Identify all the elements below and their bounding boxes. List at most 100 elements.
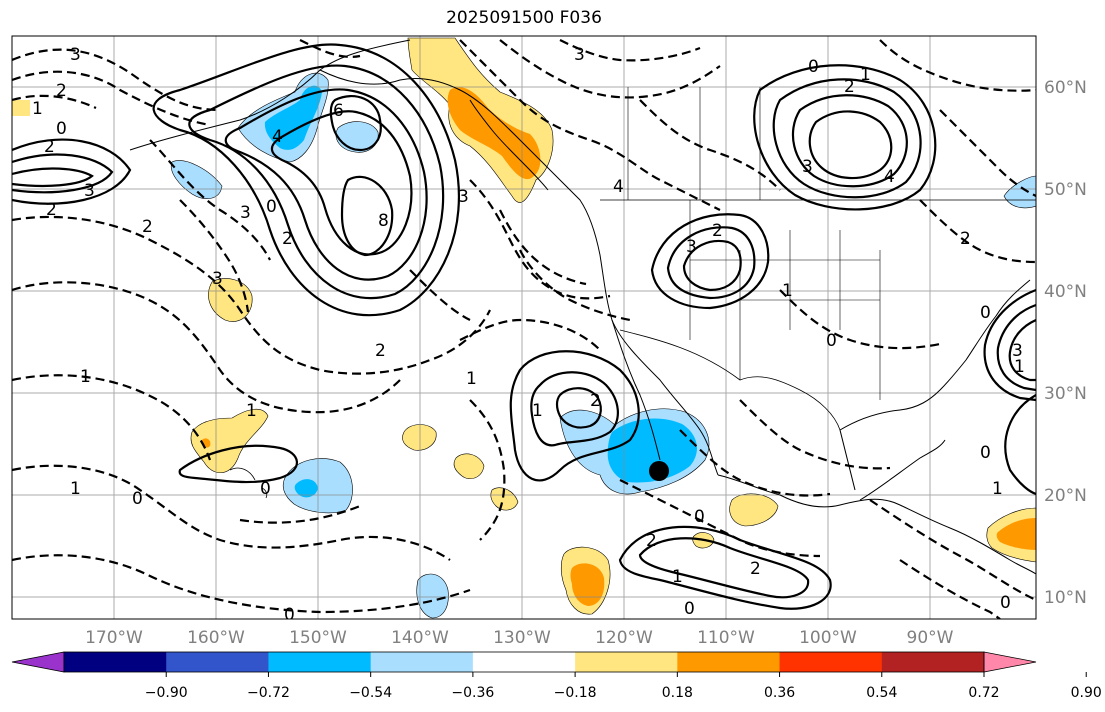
contour-label: 3: [802, 157, 813, 177]
lat-label-10n: 10°N: [1044, 588, 1087, 608]
shade-pos-hawaii: [190, 408, 269, 474]
contour-label: 0: [684, 599, 695, 619]
lat-label-20n: 20°N: [1044, 486, 1087, 506]
contour-labels: 3 2 3 2 1 0 2 3 4 6 8 3 2 3 4 2 1 0 2 3 …: [32, 45, 1025, 625]
colorbar-tick-label: −0.18: [554, 685, 597, 701]
shade-neg-mid-inner: [294, 479, 318, 498]
lon-label-90w: 90°W: [907, 628, 954, 648]
contour-label: 0: [826, 331, 837, 351]
contour-label: 2: [590, 391, 601, 411]
colorbar-tick-label: −0.90: [145, 685, 188, 701]
contour-label: 1: [80, 367, 91, 387]
contour-label: 4: [884, 167, 895, 187]
contour-label: 0: [132, 489, 143, 509]
contour-label: 2: [750, 559, 761, 579]
shade-pos-small-2: [453, 453, 485, 479]
contour-label: 0: [980, 443, 991, 463]
contour-label: 2: [46, 200, 57, 220]
colorbar-segment: [166, 652, 269, 672]
shade-pos-ca-inner: [996, 518, 1036, 550]
map-border: [11, 35, 1037, 620]
contour-label: 8: [378, 211, 389, 231]
contour-label: 3: [574, 45, 585, 65]
map-content: 3 2 3 2 1 0 2 3 4 6 8 3 2 3 4 2 1 0 2 3 …: [12, 36, 1036, 625]
colorbar-tick-label: −0.36: [451, 685, 494, 701]
gridlines: [12, 36, 1036, 619]
contour-label: 0: [284, 605, 295, 625]
colorbar-tick-label: 0.36: [764, 685, 795, 701]
shade-pos-mex: [729, 493, 779, 527]
map-title: 2025091500 F036: [446, 8, 602, 28]
contour-label: 6: [333, 101, 344, 121]
colorbar-border: [63, 651, 985, 673]
contour-label: 3: [686, 237, 697, 257]
lon-label-120w: 120°W: [595, 628, 653, 648]
contours-dashed: [12, 39, 1036, 619]
lat-label-30n: 30°N: [1044, 384, 1087, 404]
colorbar-tick-label: 0.18: [662, 685, 693, 701]
colorbar-segment: [472, 652, 576, 672]
contour-label: 0: [260, 479, 271, 499]
colorbar-tick-label: 0.90: [1071, 685, 1102, 701]
contour-label: 0: [808, 57, 819, 77]
contour-label: 1: [672, 567, 683, 587]
contour-label: 1: [782, 281, 793, 301]
colorbar-segment: [677, 652, 781, 672]
shade-neg-baja-inner: [607, 418, 697, 483]
contour-label: 3: [458, 187, 469, 207]
coastlines: [129, 39, 1036, 575]
colorbar-tick-label: 0.72: [968, 685, 999, 701]
contour-label: 0: [266, 197, 277, 217]
lon-label-150w: 150°W: [289, 628, 347, 648]
contour-label: 1: [32, 99, 43, 119]
contour-label: 0: [1000, 593, 1011, 613]
shade-neg-south: [416, 573, 449, 619]
contour-label: 2: [142, 217, 153, 237]
lat-label-50n: 50°N: [1044, 180, 1087, 200]
contour-label: 2: [712, 221, 723, 241]
contour-label: 2: [960, 229, 971, 249]
contours-solid: [12, 43, 1036, 610]
contour-label: 1: [70, 479, 81, 499]
contour-label: 3: [212, 269, 223, 289]
lon-label-110w: 110°W: [697, 628, 755, 648]
shade-pos-west: [12, 100, 30, 116]
colorbar-segment: [881, 652, 985, 672]
contour-label: 2: [646, 531, 657, 551]
colorbar-segment: [370, 652, 474, 672]
colorbar-tick-label: 0.54: [866, 685, 897, 701]
contour-label: 4: [272, 127, 283, 147]
colorbar-extend-low: [11, 651, 65, 673]
contour-label: 1: [992, 479, 1003, 499]
colorbar-tick-label: −0.54: [349, 685, 392, 701]
contour-label: 2: [44, 137, 55, 157]
lon-label-130w: 130°W: [493, 628, 551, 648]
contour-label: 1: [466, 369, 477, 389]
shade-pos-ep-inner: [570, 563, 605, 606]
contour-label: 2: [844, 77, 855, 97]
colorbar: −0.90 −0.72 −0.54 −0.36 −0.18 0.18 0.36 0.54 0.7…: [11, 651, 1102, 701]
contour-label: 3: [84, 181, 95, 201]
contour-label: 1: [1014, 357, 1025, 377]
colorbar-segment: [575, 652, 678, 672]
contour-label: 0: [56, 119, 67, 139]
contour-label: 3: [240, 203, 251, 223]
contour-label: 2: [282, 229, 293, 249]
colorbar-segment: [268, 652, 372, 672]
lon-label-140w: 140°W: [391, 628, 449, 648]
contour-label: 3: [1012, 341, 1023, 361]
contour-label: 2: [56, 81, 67, 101]
lon-label-160w: 160°W: [187, 628, 245, 648]
contour-label: 0: [694, 507, 705, 527]
contour-label: 3: [70, 45, 81, 65]
colorbar-tick-label: −0.72: [247, 685, 290, 701]
contour-label: 1: [860, 65, 871, 85]
longitude-labels: 170°W 160°W 150°W 140°W 130°W 120°W 110°…: [85, 628, 954, 648]
contour-label: 1: [246, 401, 257, 421]
colorbar-segment: [779, 652, 883, 672]
contour-label: 0: [980, 303, 991, 323]
contour-label: 4: [613, 177, 624, 197]
colorbar-extend-high: [983, 651, 1037, 673]
shade-neg-alaska-inner: [264, 85, 322, 150]
